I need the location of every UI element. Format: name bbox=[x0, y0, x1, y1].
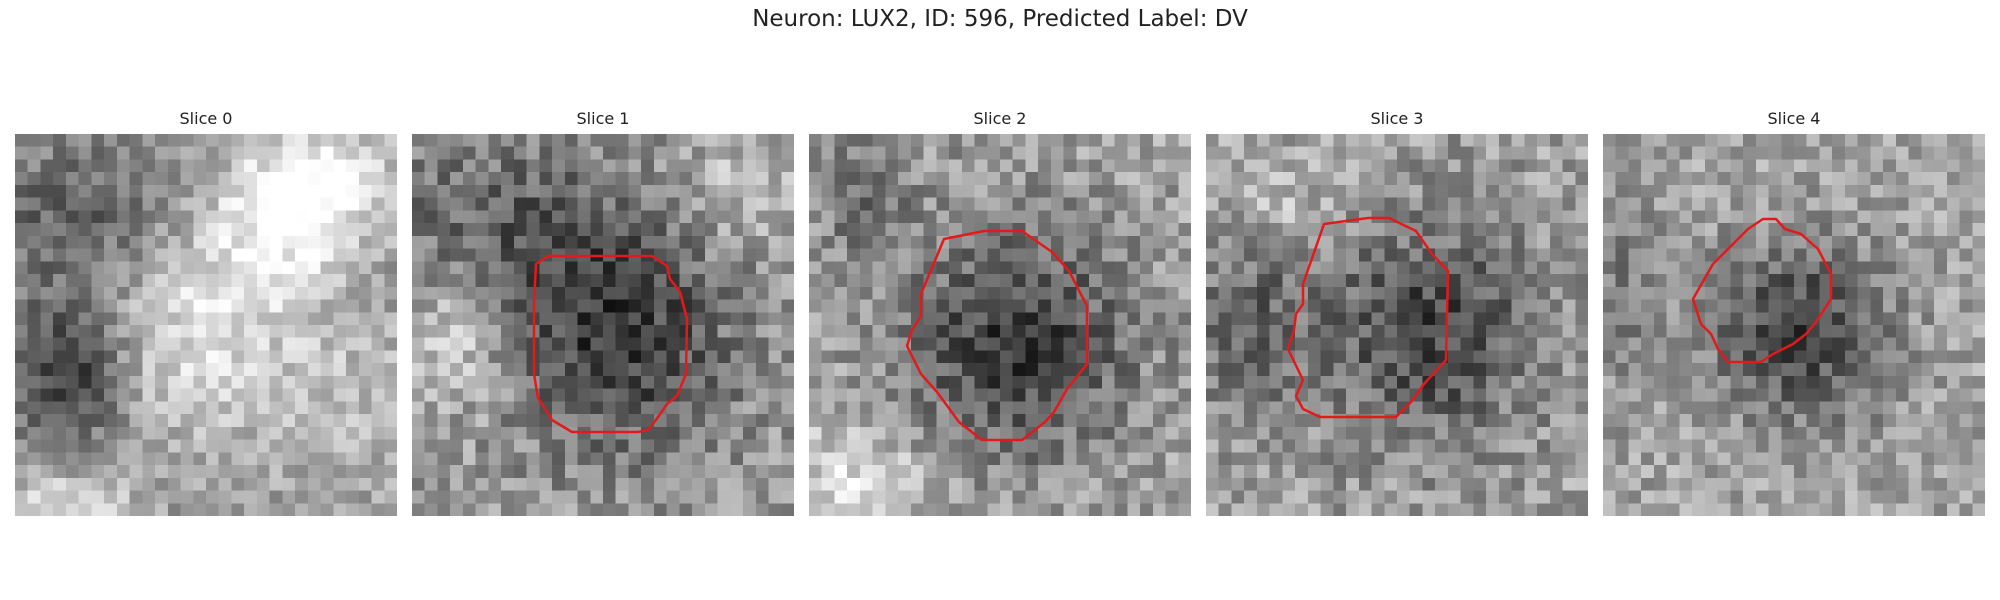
slice-panel-3: Slice 3 bbox=[1206, 108, 1588, 516]
slice-image-4 bbox=[1603, 134, 1985, 516]
figure-title: Neuron: LUX2, ID: 596, Predicted Label: … bbox=[752, 6, 1248, 32]
slice-panel-0: Slice 0 bbox=[15, 108, 397, 516]
segmentation-contour bbox=[1691, 217, 1833, 364]
slice-image-2 bbox=[809, 134, 1191, 516]
segmentation-contour bbox=[905, 229, 1089, 442]
slice-overlay-3 bbox=[1286, 216, 1450, 419]
slice-overlay-0 bbox=[15, 134, 397, 516]
slice-overlay-4 bbox=[1691, 217, 1833, 364]
slice-title-4: Slice 4 bbox=[1767, 109, 1821, 128]
slice-overlay-1 bbox=[532, 254, 689, 434]
slice-title-3: Slice 3 bbox=[1370, 109, 1424, 128]
segmentation-contour bbox=[1286, 216, 1450, 419]
slice-image-3 bbox=[1206, 134, 1588, 516]
slice-image-0 bbox=[15, 134, 397, 516]
slice-title-0: Slice 0 bbox=[179, 109, 233, 128]
slice-panel-4: Slice 4 bbox=[1603, 108, 1985, 516]
slice-panel-1: Slice 1 bbox=[412, 108, 794, 516]
slice-title-1: Slice 1 bbox=[576, 109, 630, 128]
slice-image-1 bbox=[412, 134, 794, 516]
segmentation-contour bbox=[532, 254, 689, 434]
slice-overlay-2 bbox=[905, 229, 1089, 442]
slice-panel-2: Slice 2 bbox=[809, 108, 1191, 516]
slice-title-2: Slice 2 bbox=[973, 109, 1027, 128]
